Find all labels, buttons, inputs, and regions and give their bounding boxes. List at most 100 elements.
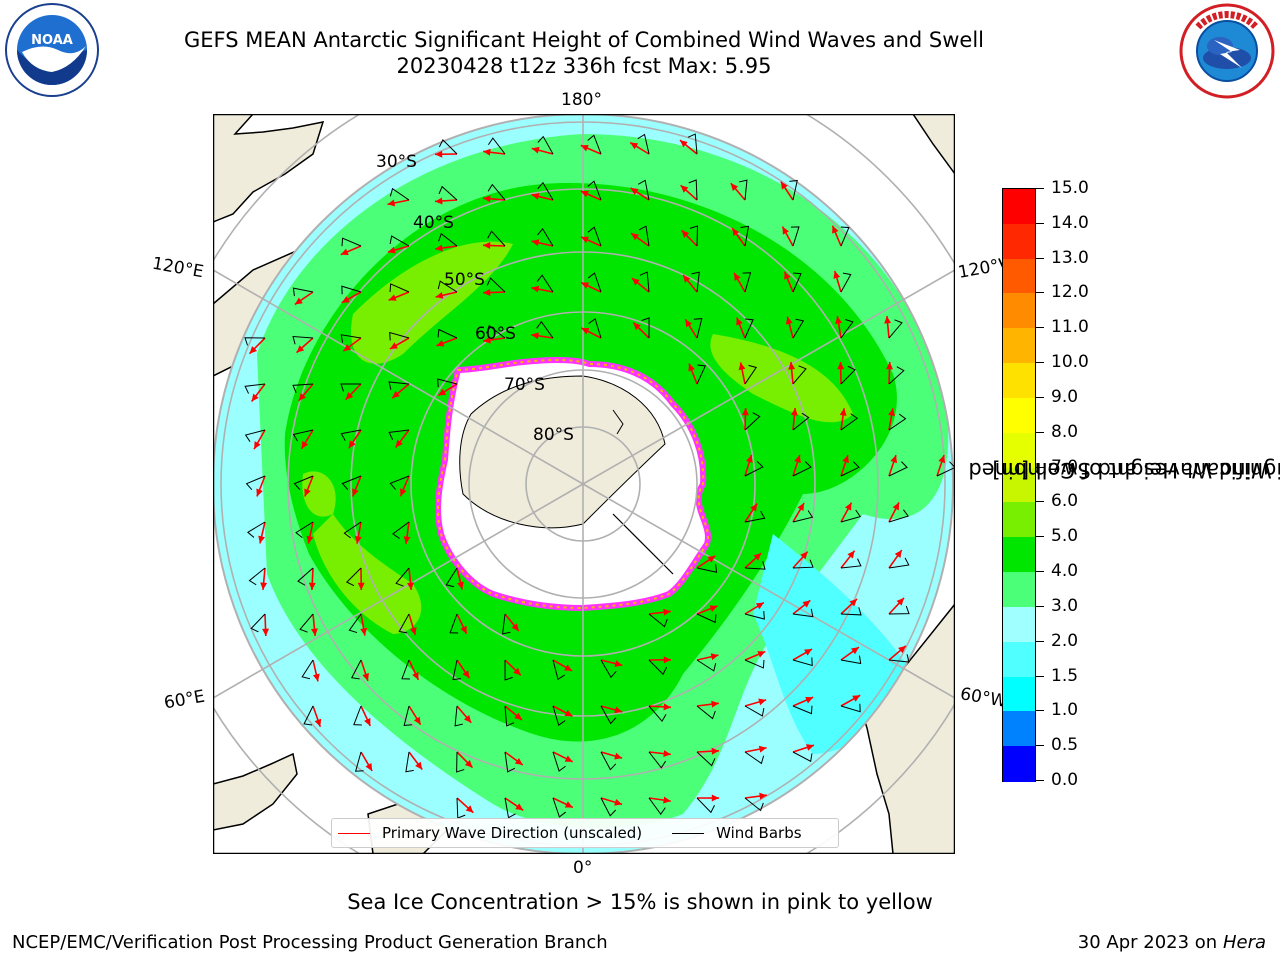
wave-direction-arrow bbox=[531, 146, 554, 155]
colorbar-tick-label: 5.0 bbox=[1051, 526, 1079, 547]
map-legend: Primary Wave Direction (unscaled) Wind B… bbox=[331, 818, 839, 848]
wave-direction-arrow bbox=[360, 705, 372, 727]
wind-barb bbox=[587, 226, 602, 247]
wind-barb bbox=[340, 383, 362, 392]
wind-barb bbox=[536, 274, 554, 293]
wave-direction-arrow bbox=[738, 362, 746, 385]
wave-direction-arrow bbox=[684, 318, 698, 339]
wind-barb bbox=[438, 139, 458, 155]
colorbar-tick-label: 11.0 bbox=[1051, 317, 1089, 338]
wind-barb bbox=[293, 475, 314, 490]
legend-item-wave: Primary Wave Direction (unscaled) bbox=[338, 824, 642, 842]
wind-barb bbox=[744, 659, 765, 669]
wind-barb bbox=[789, 179, 798, 201]
wind-barb bbox=[486, 324, 506, 339]
wind-barb bbox=[792, 365, 807, 385]
wind-barb bbox=[792, 412, 810, 431]
colorbar-title-line2: Wind Waves and Swell [m] bbox=[992, 458, 1272, 482]
wave-direction-arrow bbox=[630, 187, 650, 201]
wind-barb bbox=[502, 613, 511, 635]
wind-barb bbox=[744, 364, 758, 385]
wind-barb bbox=[395, 567, 410, 587]
wind-barb bbox=[487, 183, 506, 201]
wind-barb bbox=[696, 751, 716, 767]
wind-barb bbox=[840, 558, 862, 569]
wind-barb bbox=[552, 659, 565, 681]
colorbar-tick bbox=[1036, 675, 1044, 677]
wave-direction-arrow bbox=[792, 599, 811, 615]
wind-barb bbox=[740, 225, 750, 247]
wind-barb bbox=[840, 272, 852, 293]
graticule bbox=[213, 114, 955, 854]
wind-barb bbox=[744, 797, 764, 812]
wave-direction-arrow bbox=[835, 316, 843, 339]
wave-direction-arrow bbox=[648, 796, 671, 804]
wind-barb bbox=[437, 280, 458, 293]
wind-barb bbox=[888, 557, 910, 569]
wave-direction-arrow bbox=[298, 383, 314, 402]
wind-barb bbox=[245, 475, 266, 491]
wind-barb bbox=[744, 611, 765, 620]
wind-barb bbox=[696, 705, 716, 720]
colorbar-segment bbox=[1003, 189, 1035, 225]
wind-barb bbox=[504, 751, 516, 773]
wave-direction-arrow bbox=[437, 383, 458, 397]
wave-direction-arrow bbox=[552, 705, 573, 717]
colorbar-segment bbox=[1003, 328, 1035, 364]
wave-direction-arrow bbox=[581, 327, 602, 339]
wave-direction-arrow bbox=[888, 502, 900, 523]
wave-direction-arrow bbox=[387, 199, 410, 207]
chart-title: GEFS MEAN Antarctic Significant Height o… bbox=[183, 28, 985, 52]
wind-barb bbox=[552, 797, 567, 818]
wind-barb bbox=[840, 607, 862, 616]
wind-barb bbox=[438, 232, 458, 247]
wind-barb bbox=[639, 271, 650, 293]
colorbar-tick bbox=[1036, 536, 1044, 538]
wave-direction-arrow bbox=[552, 751, 574, 763]
wave-direction-arrow bbox=[781, 226, 794, 247]
wave-direction-arrow bbox=[682, 274, 698, 293]
map-panel bbox=[213, 114, 955, 854]
wind-barb bbox=[600, 797, 617, 817]
wind-barb bbox=[389, 331, 410, 341]
wave-direction-arrow bbox=[783, 271, 794, 293]
wave-direction-arrow bbox=[630, 232, 650, 247]
wave-direction-arrow bbox=[456, 659, 471, 679]
wind-barb bbox=[341, 475, 362, 490]
colorbar-tick-label: 3.0 bbox=[1051, 595, 1079, 616]
wave-direction-arrow bbox=[434, 197, 458, 205]
wave-direction-arrow bbox=[348, 429, 362, 449]
wave-direction-arrow bbox=[531, 239, 554, 247]
wind-barb bbox=[641, 317, 650, 339]
nws-logo bbox=[1179, 3, 1275, 99]
wind-barb bbox=[744, 412, 761, 431]
wind-barb bbox=[744, 561, 766, 570]
wind-barb bbox=[744, 751, 765, 765]
wind-barb bbox=[437, 328, 458, 339]
wave-direction-arrow bbox=[792, 696, 814, 707]
wind-barb bbox=[792, 608, 814, 618]
legend-swatch-wave bbox=[338, 832, 370, 834]
wave-direction-arrow bbox=[308, 567, 316, 591]
footer-date-text: 30 Apr 2023 on bbox=[1077, 932, 1223, 953]
wave-direction-arrow bbox=[696, 605, 718, 615]
wave-direction-arrow bbox=[531, 193, 554, 201]
wind-barb bbox=[588, 318, 602, 339]
colorbar-tick-label: 9.0 bbox=[1051, 386, 1079, 407]
lat-label-30s: 30°S bbox=[376, 152, 417, 172]
lat-label-40s: 40°S bbox=[413, 213, 454, 233]
wind-barb bbox=[648, 751, 667, 769]
wind-barb bbox=[341, 285, 362, 295]
wave-direction-arrow bbox=[680, 184, 698, 201]
lon-label-60e: 60°E bbox=[162, 686, 207, 714]
wind-barb bbox=[388, 429, 410, 440]
colorbar-tick bbox=[1036, 605, 1044, 607]
wind-barb bbox=[398, 613, 410, 634]
wind-barb bbox=[388, 381, 410, 390]
wave-direction-arrow bbox=[744, 745, 767, 753]
wave-direction-arrow bbox=[681, 229, 698, 247]
wind-barb bbox=[744, 705, 765, 717]
wave-direction-arrow bbox=[731, 227, 746, 247]
wave-direction-arrow bbox=[312, 705, 322, 728]
wave-direction-arrow bbox=[785, 316, 794, 339]
